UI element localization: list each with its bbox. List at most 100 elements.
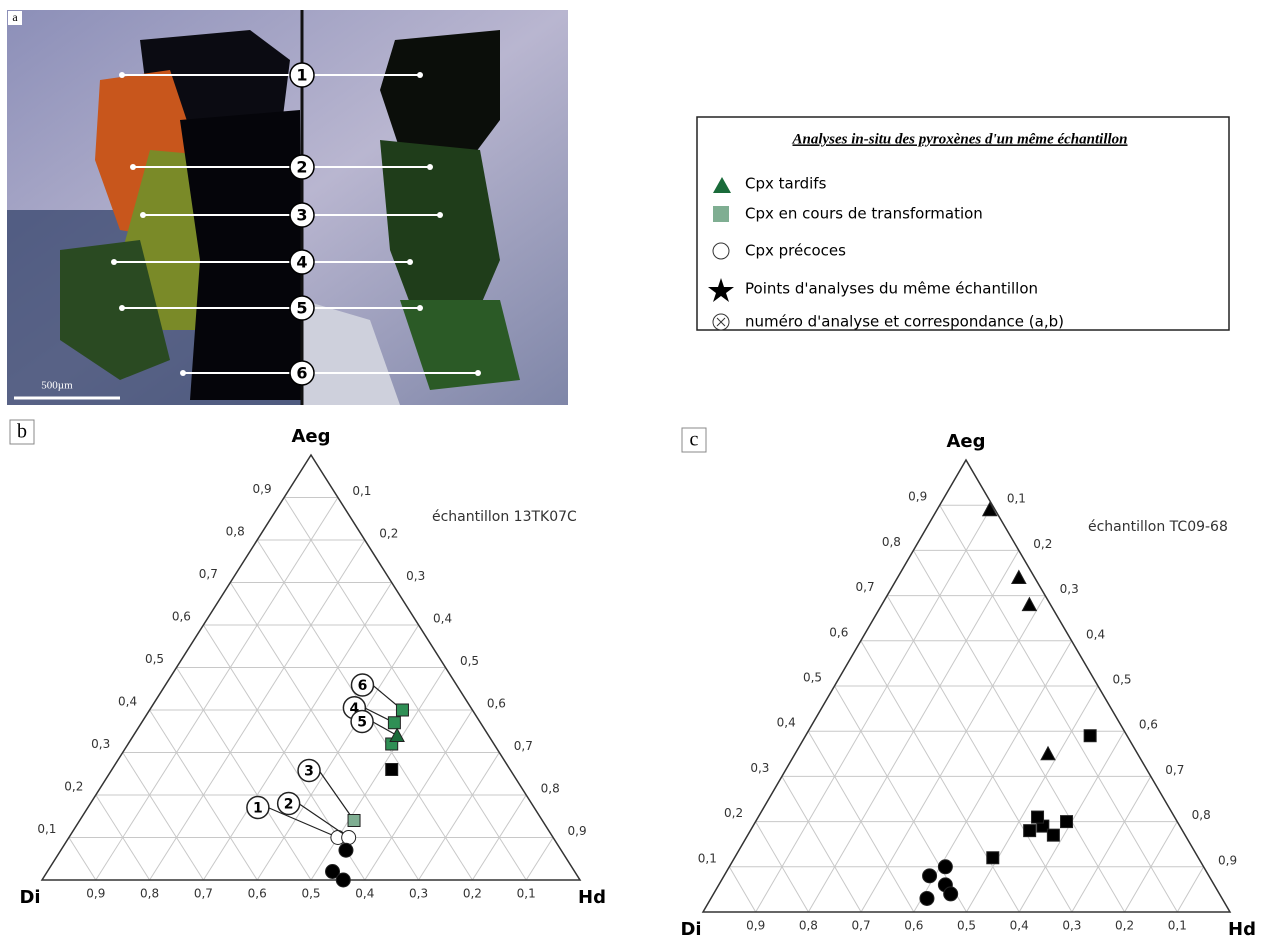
tick-label: 0,4 [777,716,796,730]
callout-circle [350,709,374,734]
grid-line [176,667,312,881]
tick-label: 0,4 [1010,919,1029,933]
marker-dot [427,164,433,170]
marker-number: 5 [296,299,307,318]
tick-label: 0,2 [64,780,83,794]
tick-label: 0,3 [1060,582,1079,596]
panel-box [681,427,707,453]
vertex-label: Di [680,919,701,940]
tick-label: 0,6 [829,625,848,639]
point-square [1083,729,1097,743]
marker-circle [289,295,315,321]
grid-line [966,685,1099,913]
tick-label: 0,8 [541,782,560,796]
vertex-label: Hd [578,887,606,908]
sample-label: échantillon TC09-68 [1088,519,1228,535]
tick-label: 0,9 [908,490,927,504]
tick-label: 0,2 [379,527,398,541]
point-square [347,814,361,827]
vertex-label: Aeg [291,426,330,447]
legend-item: Cpx précoces [745,242,846,260]
tick-label: 0,7 [514,739,533,753]
tick-label: 0,7 [856,580,875,594]
point-triangle [981,501,998,517]
point-circle [943,886,959,902]
marker-dot [437,212,443,218]
grid-line [283,497,527,881]
marker-dot [407,259,413,265]
tick-label: 0,5 [1112,673,1131,687]
grid-line [149,709,258,881]
tick-label: 0,4 [118,695,137,709]
tick-label: 0,8 [140,887,159,901]
marker-dot [119,305,125,311]
tick-label: 0,1 [1168,919,1187,933]
tick-label: 0,3 [406,569,425,583]
callout-number: 2 [284,797,294,813]
callout-number: 3 [304,764,314,780]
tick-label: 0,9 [746,919,765,933]
tick-label: 0,9 [1218,853,1237,867]
tick-label: 0,1 [517,887,536,901]
tick-label: 0,4 [355,887,374,901]
point-circle [341,830,357,845]
tick-label: 0,9 [568,824,587,838]
legend-item: Points d'analyses du même échantillon [745,280,1038,298]
tick-label: 0,5 [301,887,320,901]
point-circle [338,842,354,858]
marker-dot [180,370,186,376]
point-circle [325,864,341,879]
marker-dot [111,259,117,265]
marker-number: 4 [296,253,307,272]
point-square [1023,824,1037,838]
tick-label: 0,5 [957,919,976,933]
tick-label: 0,3 [91,737,110,751]
tick-label: 0,3 [1062,919,1081,933]
marker-circle [289,360,315,386]
tick-label: 0,8 [1192,808,1211,822]
grid-line [834,685,967,913]
tick-label: 0,2 [1033,537,1052,551]
grid-line [886,595,1073,913]
grid-line [860,595,1046,913]
grid-line [202,582,393,881]
marker-dot [140,212,146,218]
grid-line [755,504,993,913]
legend-title: Analyses in-situ des pyroxènes d'un même… [791,131,1127,147]
vertex-label: Aeg [946,431,985,452]
marker-circle [289,249,315,275]
tick-label: 0,1 [1007,492,1026,506]
tick-label: 0,2 [724,806,743,820]
marker-number: 1 [296,66,307,85]
grid-line [1071,776,1152,913]
grid-line [1176,866,1205,913]
tick-label: 0,5 [145,652,164,666]
callout-line [267,806,339,839]
callout-circle [350,673,375,697]
point-square [1046,828,1060,842]
tick-label: 0,3 [750,761,769,775]
marker-circle [289,62,315,88]
tick-label: 0,4 [433,612,452,626]
legend-item: numéro d'analyse et correspondance (a,b) [745,313,1064,331]
point-square [385,763,399,776]
point-square [387,716,401,730]
grid-line [310,667,446,881]
legend-item: Cpx en cours de transformation [745,205,983,223]
callout-circle [297,758,321,783]
marker-dot [417,72,423,78]
marker-dot [119,72,125,78]
tick-label: 0,3 [409,887,428,901]
tick-label: 0,1 [352,484,371,498]
tick-label: 0,6 [487,697,506,711]
panel-label: c [690,429,699,451]
point-square [395,703,409,717]
callout-circle [276,791,301,816]
triangle-frame [701,458,1232,913]
scale-bar: 500µm [41,380,73,392]
tick-label: 0,1 [698,851,717,865]
tick-label: 0,6 [172,610,191,624]
panel-label: a [12,10,18,24]
point-circle [335,872,351,888]
callout-line [318,770,355,821]
